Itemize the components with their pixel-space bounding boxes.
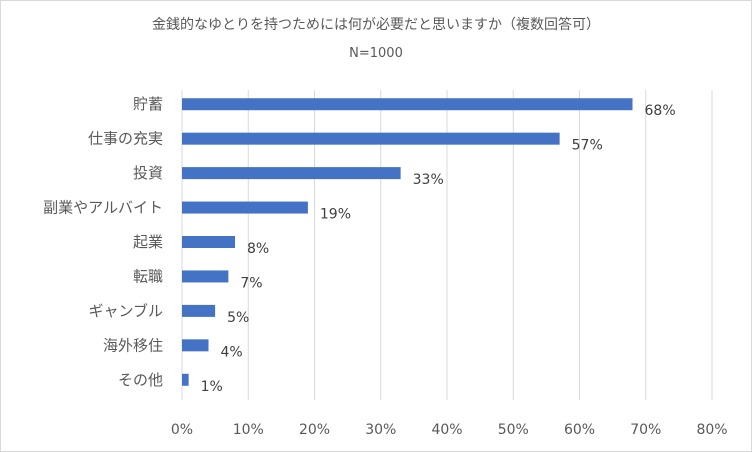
category-label-1: 仕事の充実 [88,130,163,148]
data-label-4: 8% [247,241,269,257]
data-label-0: 68% [645,103,676,119]
bar-7 [182,339,209,352]
x-tick-labels: 0% 10% 20% 30% 40% 50% 60% 70% 80% [171,422,728,438]
data-label-3: 19% [320,207,351,223]
bar-8 [182,373,189,386]
bars [182,98,633,386]
chart-title: 金銭的なゆとりを持つためには何が必要だと思いますか（複数回答可） [152,17,600,33]
x-tick-label-60: 60% [564,422,595,438]
data-label-2: 33% [413,172,444,188]
x-tick-label-70: 70% [630,422,661,438]
bar-0 [182,98,633,111]
category-label-4: 起業 [133,233,163,251]
data-labels: 68% 57% 33% 19% 8% 7% 5% 4% 1% [201,103,676,395]
x-tick-label-40: 40% [431,422,462,438]
x-tick-label-20: 20% [299,422,330,438]
bar-4 [182,236,235,248]
x-tick-label-10: 10% [233,422,264,438]
category-label-7: 海外移住 [103,336,163,354]
category-label-6: ギャンブル [88,302,163,320]
category-label-8: その他 [118,371,163,389]
data-label-1: 57% [572,138,603,154]
bar-6 [182,304,216,317]
x-tick-label-30: 30% [365,422,396,438]
bar-2 [182,167,401,180]
x-tick-label-0: 0% [171,422,193,438]
data-label-7: 4% [221,344,243,360]
bar-3 [182,201,308,214]
data-label-5: 7% [240,275,262,291]
category-label-0: 貯蓄 [133,95,163,113]
category-label-3: 副業やアルバイト [43,199,163,217]
chart-subtitle: N=1000 [349,46,403,61]
category-label-5: 転職 [133,267,163,285]
data-label-8: 1% [201,379,223,395]
data-label-6: 5% [227,310,249,326]
bar-1 [182,132,560,145]
category-label-2: 投資 [133,164,163,182]
x-tick-label-50: 50% [498,422,529,438]
bar-5 [182,270,229,283]
x-tick-label-80: 80% [696,422,727,438]
